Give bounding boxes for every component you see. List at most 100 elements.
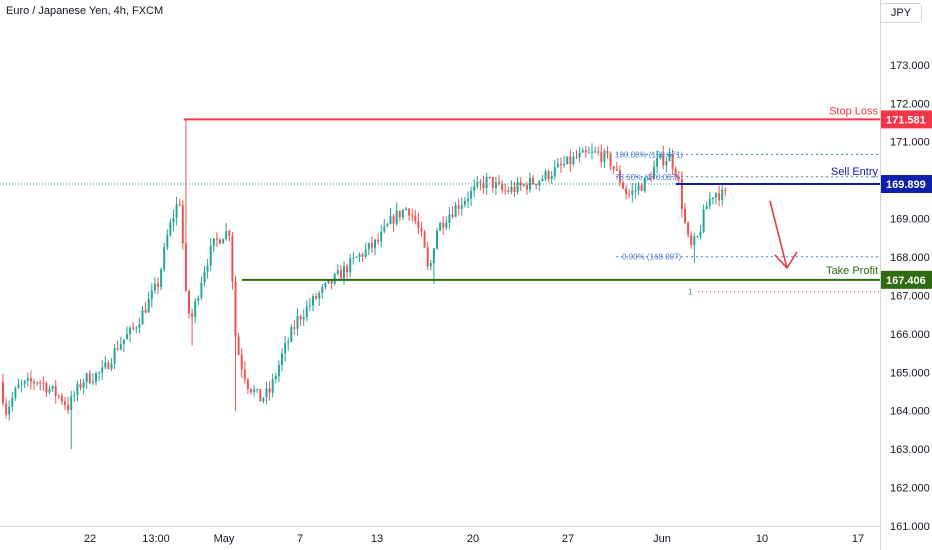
candle-body [572, 156, 575, 165]
candle-body [529, 178, 531, 190]
candle-body [225, 230, 228, 240]
candle-body [315, 296, 318, 299]
candle-body [2, 381, 4, 404]
candle-body [60, 395, 63, 402]
fib-level-label: 0.00% (168.007) [622, 253, 681, 262]
candle-body [587, 152, 590, 154]
candle-body [504, 190, 507, 192]
candle-body [281, 353, 283, 365]
candle-body [98, 372, 101, 374]
candle-body [501, 183, 504, 191]
candle-body [507, 190, 510, 192]
candle-body [271, 379, 274, 393]
stop-loss-price-tag [881, 110, 932, 129]
candle-body [454, 205, 457, 217]
candle-body [423, 231, 426, 248]
candle-body [389, 216, 392, 225]
candle-body [566, 156, 569, 164]
candle-body [541, 178, 544, 182]
candle-body [637, 185, 640, 191]
candle-body [361, 254, 364, 257]
candle-body [606, 150, 609, 154]
candles [2, 118, 727, 450]
candle-body [312, 296, 314, 306]
candle-body [581, 150, 584, 153]
candle-body [243, 369, 246, 380]
candle-body [684, 209, 686, 223]
candle-body [721, 189, 724, 201]
candle-body [693, 236, 696, 245]
candle-body [436, 230, 438, 249]
candle-body [79, 383, 82, 388]
candle-body [575, 156, 578, 158]
candle-body [510, 186, 513, 192]
candle-body [715, 193, 717, 198]
candle-body [296, 316, 299, 329]
candle-body [451, 214, 454, 217]
x-tick-label: 13 [371, 533, 383, 545]
candle-body [578, 152, 581, 158]
currency-button[interactable]: JPY [880, 3, 922, 23]
take-profit-label: Take Profit [826, 265, 878, 277]
candle-body [228, 230, 231, 236]
chart-title: Euro / Japanese Yen, 4h, FXCM [6, 5, 164, 17]
candle-body [308, 305, 311, 307]
x-tick-label: 22 [84, 533, 96, 545]
candle-body [485, 176, 488, 189]
candle-body [178, 204, 181, 206]
candle-body [364, 249, 367, 257]
candle-body [374, 239, 376, 248]
candle-body [172, 217, 175, 223]
candle-body [442, 222, 445, 228]
candle-body [646, 177, 649, 179]
candle-body [343, 266, 345, 279]
candle-body [135, 327, 138, 329]
candle-body [544, 171, 547, 179]
candle-body [628, 193, 631, 195]
candle-body [253, 389, 256, 393]
candle-body [184, 243, 187, 291]
candle-body [265, 388, 268, 398]
candle-body [538, 181, 541, 186]
y-tick-label: 172.000 [890, 98, 930, 110]
y-tick-label: 173.000 [890, 60, 930, 72]
candle-body [429, 263, 432, 267]
candle-body [569, 156, 572, 165]
x-tick-label: 10 [756, 533, 768, 545]
candle-body [417, 221, 420, 228]
candle-body [284, 342, 287, 354]
candle-body [597, 151, 600, 153]
candle-body [268, 388, 271, 393]
candle-body [20, 383, 23, 385]
candle-body [470, 190, 473, 199]
candle-body [169, 222, 172, 236]
candle-body [104, 362, 107, 368]
candle-body [708, 198, 711, 206]
candle-body [91, 381, 94, 383]
stop-loss-price: 171.581 [886, 114, 926, 126]
candle-body [705, 205, 708, 210]
candle-body [439, 222, 442, 231]
candle-body [85, 373, 88, 382]
candle-body [293, 327, 296, 329]
candle-body [122, 339, 125, 345]
candle-body [547, 171, 550, 180]
candle-body [426, 247, 429, 267]
candle-body [395, 210, 398, 224]
candle-body [522, 184, 525, 186]
candle-body [305, 306, 308, 318]
candle-body [110, 363, 113, 370]
x-tick-label: Jun [653, 533, 671, 545]
candle-body [699, 232, 702, 237]
candle-body [513, 186, 516, 193]
candle-body [54, 385, 57, 396]
candle-body [5, 403, 8, 415]
candle-body [550, 176, 553, 180]
candle-body [231, 235, 234, 282]
candle-body [491, 177, 494, 189]
candle-body [656, 158, 659, 167]
candle-body [36, 382, 39, 384]
candle-body [414, 215, 417, 222]
candle-body [188, 290, 190, 314]
